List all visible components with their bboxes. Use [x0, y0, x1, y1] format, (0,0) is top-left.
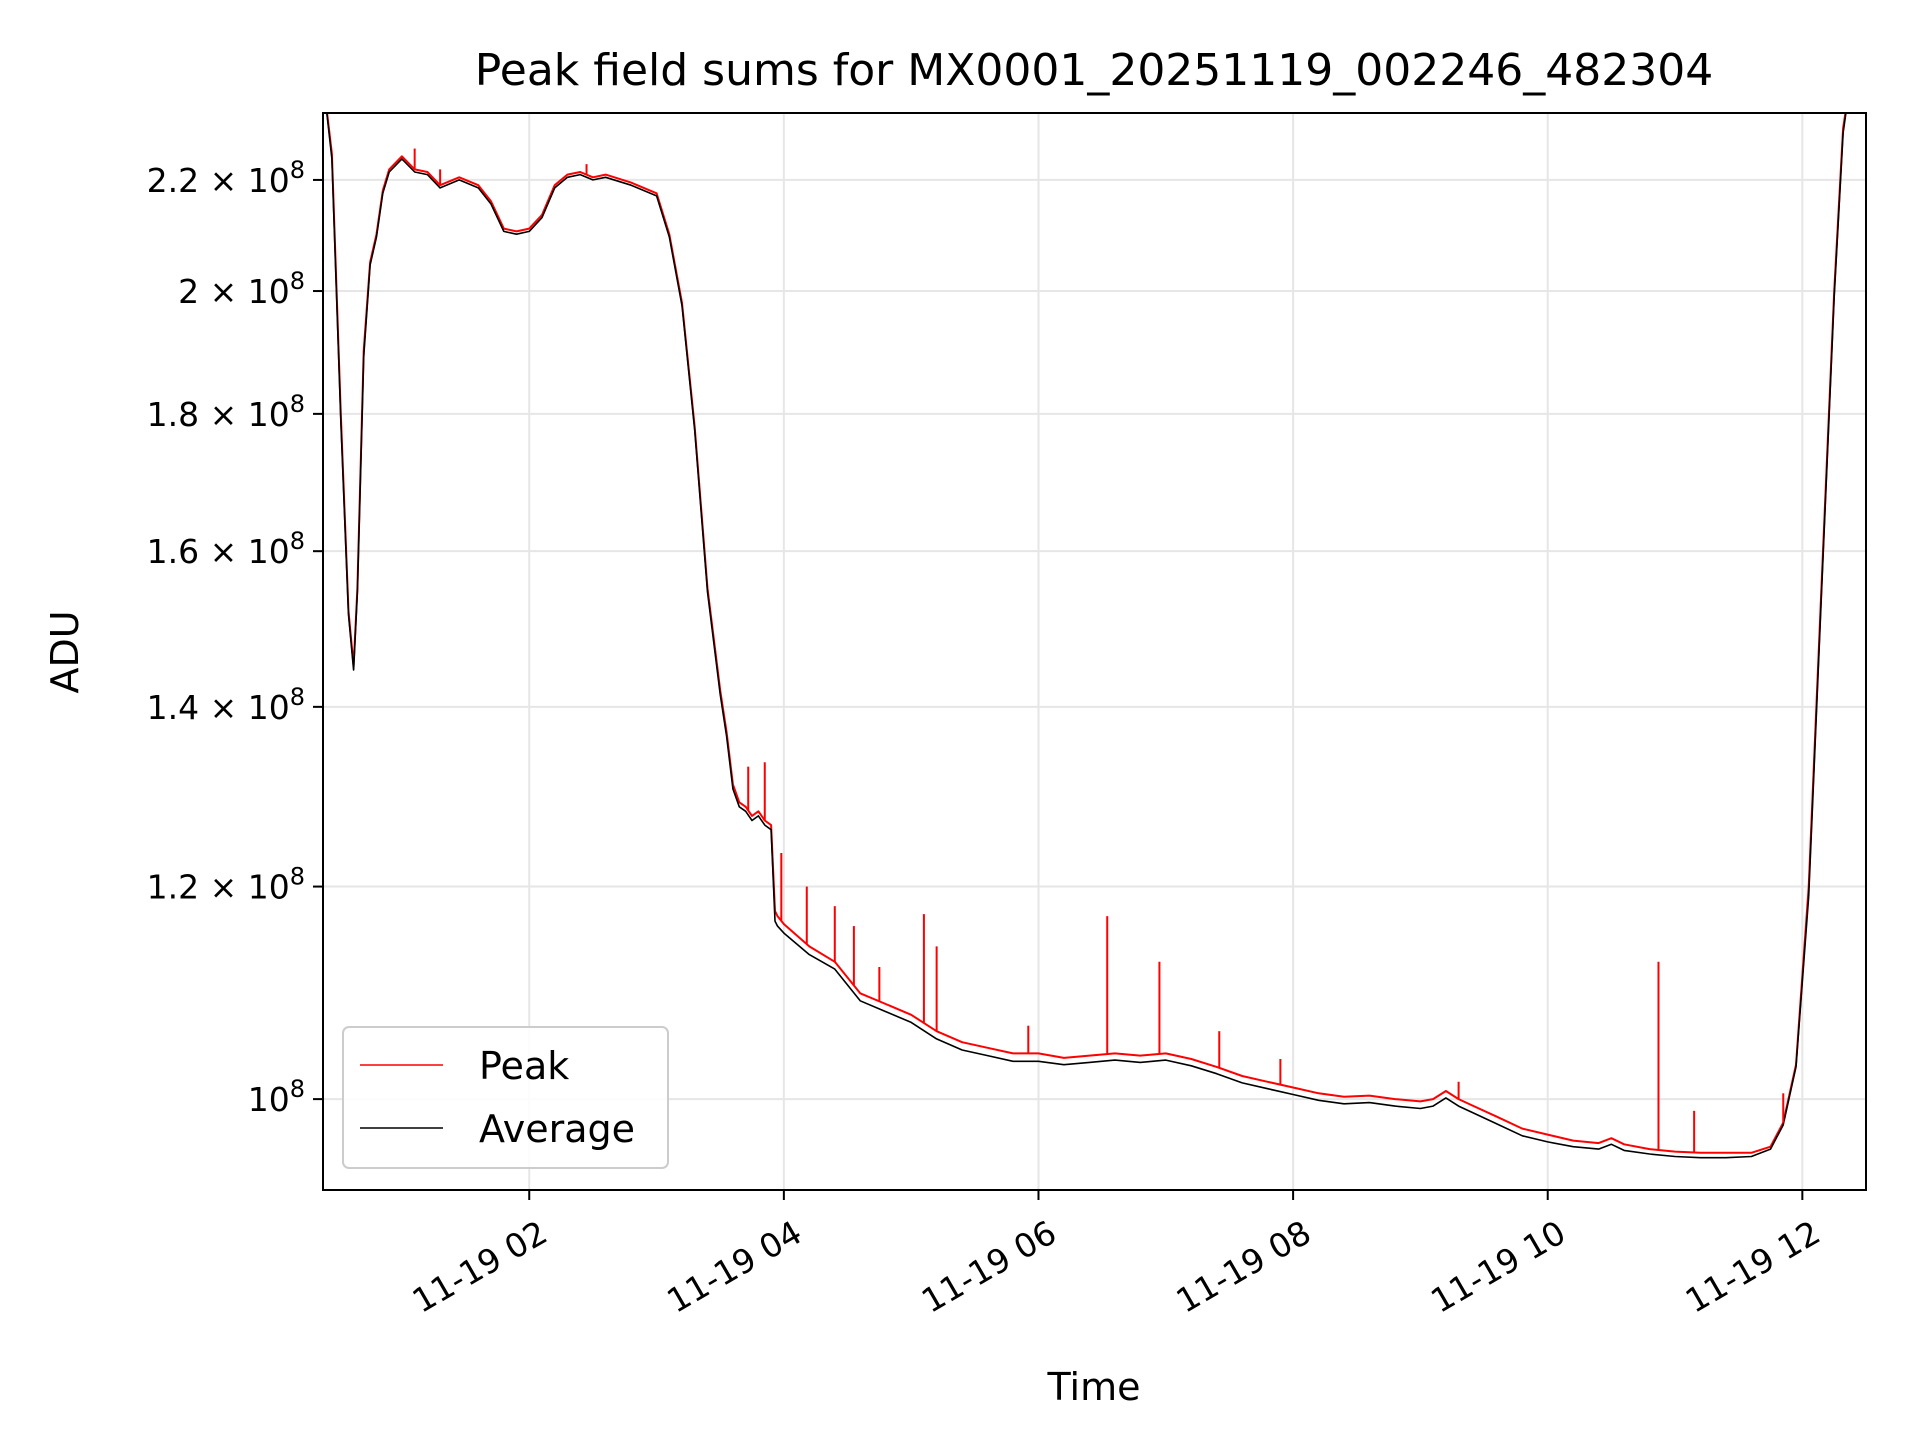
plot-frame	[322, 112, 1867, 1191]
series-line-peak	[326, 113, 1847, 1154]
legend-label-peak: Peak	[479, 1044, 569, 1088]
y-tick-label: 108	[248, 1075, 305, 1119]
grid	[323, 113, 1866, 1190]
series-layer	[326, 113, 1847, 1159]
chart-title: Peak field sums for MX0001_20251119_0022…	[475, 45, 1713, 96]
y-tick-label: 2.2 × 108	[147, 156, 305, 200]
series-group	[326, 113, 1847, 1159]
legend-box	[342, 1026, 669, 1169]
y-tick-label: 1.2 × 108	[147, 863, 305, 907]
y-tick-label: 1.8 × 108	[147, 390, 305, 434]
legend: Peak Average	[342, 1026, 669, 1169]
x-axis-label: Time	[1047, 1365, 1141, 1409]
y-tick-label: 1.6 × 108	[147, 527, 305, 571]
y-tick-label: 2 × 108	[178, 267, 305, 311]
y-tick-label: 1.4 × 108	[147, 683, 305, 727]
y-axis-label: ADU	[43, 610, 87, 693]
series-line-average	[326, 113, 1847, 1159]
legend-label-average: Average	[479, 1107, 635, 1151]
